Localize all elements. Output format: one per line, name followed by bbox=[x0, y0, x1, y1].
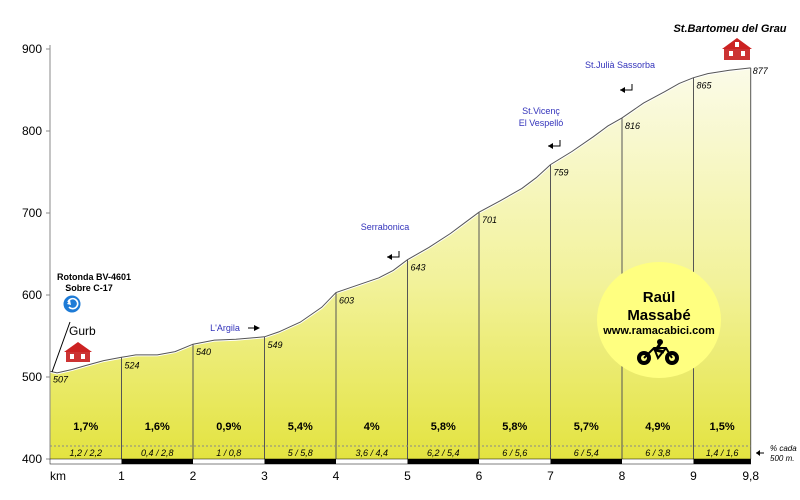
sub-grade-label: 0,4 / 2,8 bbox=[141, 448, 174, 458]
x-tick-label: 5 bbox=[404, 469, 411, 483]
note-line2: 500 m. bbox=[770, 454, 794, 463]
sub-grade-label: 3,6 / 4,4 bbox=[355, 448, 388, 458]
elevation-label: 549 bbox=[268, 340, 283, 350]
elevation-label: 603 bbox=[339, 296, 354, 306]
elevation-label: 877 bbox=[753, 66, 769, 76]
sub-grade-label: 5 / 5,8 bbox=[288, 448, 313, 458]
sub-grade-label: 6,2 / 5,4 bbox=[427, 448, 460, 458]
x-tick-label: 1 bbox=[118, 469, 125, 483]
x-tick-label: km bbox=[50, 469, 66, 483]
elevation-label: 643 bbox=[411, 263, 426, 273]
x-tick-label: 8 bbox=[619, 469, 626, 483]
bicycle-icon bbox=[637, 339, 679, 365]
destination-house-icon bbox=[722, 38, 752, 60]
x-tick-label: 4 bbox=[333, 469, 340, 483]
arrow-right-icon bbox=[248, 325, 260, 331]
grade-label: 5,7% bbox=[574, 421, 599, 433]
x-axis-bar-segment bbox=[693, 459, 751, 464]
y-tick-label: 700 bbox=[22, 206, 42, 220]
credit-name2: Massabé bbox=[627, 307, 690, 324]
sub-grade-label: 1,2 / 2,2 bbox=[69, 448, 102, 458]
y-tick-label: 800 bbox=[22, 124, 42, 138]
sub-grade-label: 6 / 5,6 bbox=[502, 448, 527, 458]
grade-label: 4% bbox=[364, 421, 380, 433]
place-sant-julia: St.Julià Sassorba bbox=[585, 60, 655, 70]
profile-area bbox=[50, 67, 751, 460]
grade-label: 4,9% bbox=[645, 421, 670, 433]
arrow-left-icon bbox=[548, 140, 561, 149]
grade-label: 0,9% bbox=[216, 421, 241, 433]
place-sant-vicenc: St.Vicenç bbox=[522, 106, 560, 116]
arrow-left-icon bbox=[387, 251, 400, 260]
grade-label: 5,8% bbox=[502, 421, 527, 433]
x-tick-label: 9,8 bbox=[742, 469, 759, 483]
place-serrabonica: Serrabonica bbox=[361, 222, 410, 232]
y-tick-label: 400 bbox=[22, 452, 42, 466]
grade-label: 1,7% bbox=[73, 421, 98, 433]
roundabout-icon bbox=[62, 294, 82, 314]
elevation-label: 524 bbox=[125, 360, 140, 370]
elevation-label: 759 bbox=[554, 168, 569, 178]
note-line1: % cada bbox=[770, 444, 797, 453]
place-largila: L'Argila bbox=[210, 323, 240, 333]
elevation-label: 701 bbox=[482, 215, 497, 225]
sub-grade-label: 6 / 3,8 bbox=[645, 448, 670, 458]
place-sobre-c17: Sobre C-17 bbox=[65, 283, 113, 293]
arrow-left-icon bbox=[620, 84, 633, 93]
sub-grade-label: 1 / 0,8 bbox=[216, 448, 241, 458]
arrow-left-icon bbox=[756, 450, 764, 456]
x-tick-label: 9 bbox=[690, 469, 697, 483]
place-rotonda: Rotonda BV-4601 bbox=[57, 272, 131, 282]
elevation-label: 507 bbox=[53, 374, 69, 384]
credit-badge: Raül Massabé www.ramacabici.com bbox=[597, 262, 721, 378]
grade-label: 1,5% bbox=[710, 421, 735, 433]
elevation-label: 540 bbox=[196, 347, 211, 357]
grade-label: 1,6% bbox=[145, 421, 170, 433]
x-tick-label: 3 bbox=[261, 469, 268, 483]
profile-line bbox=[49, 67, 751, 374]
start-house-icon bbox=[64, 342, 92, 362]
grade-label: 5,8% bbox=[431, 421, 456, 433]
grade-label: 5,4% bbox=[288, 421, 313, 433]
x-tick-label: 6 bbox=[476, 469, 483, 483]
destination-title: St.Bartomeu del Grau bbox=[673, 23, 786, 35]
x-axis-bar-segment bbox=[407, 459, 479, 464]
x-tick-label: 7 bbox=[547, 469, 554, 483]
elevation-label: 816 bbox=[625, 121, 640, 131]
sub-grade-label: 6 / 5,4 bbox=[574, 448, 599, 458]
y-tick-label: 600 bbox=[22, 288, 42, 302]
credit-name1: Raül bbox=[643, 289, 676, 306]
y-tick-label: 900 bbox=[22, 42, 42, 56]
sub-grade-label: 1,4 / 1,6 bbox=[706, 448, 739, 458]
y-tick-label: 500 bbox=[22, 370, 42, 384]
place-gurb: Gurb bbox=[69, 324, 96, 338]
x-axis-bar-segment bbox=[264, 459, 336, 464]
elevation-label: 865 bbox=[697, 81, 713, 91]
x-axis-bar-segment bbox=[121, 459, 193, 464]
credit-url: www.ramacabici.com bbox=[602, 325, 715, 337]
x-axis-bar-segment bbox=[550, 459, 622, 464]
x-tick-label: 2 bbox=[190, 469, 197, 483]
place-el-vespello: El Vespelló bbox=[519, 118, 564, 128]
pointer-line bbox=[51, 321, 71, 373]
